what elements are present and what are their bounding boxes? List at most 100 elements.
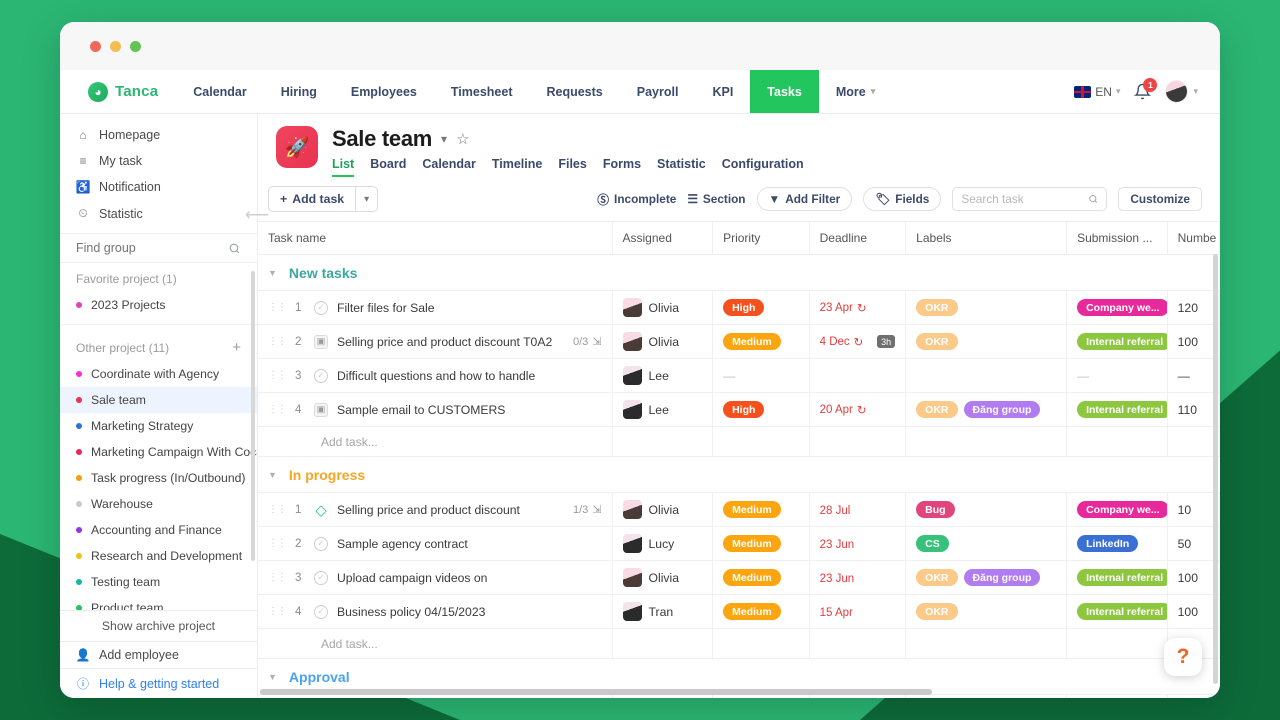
column-header-deadline[interactable]: Deadline bbox=[809, 222, 907, 255]
sidebar-project-testing-team[interactable]: Testing team bbox=[60, 569, 257, 595]
table-horizontal-scrollbar[interactable] bbox=[260, 689, 932, 695]
sidebar-project-research-and-development[interactable]: Research and Development bbox=[60, 543, 257, 569]
tab-board[interactable]: Board bbox=[370, 157, 407, 171]
tab-forms[interactable]: Forms bbox=[602, 157, 642, 171]
tab-statistic[interactable]: Statistic bbox=[657, 157, 706, 171]
nav-item-hiring[interactable]: Hiring bbox=[280, 84, 317, 99]
nav-item-requests[interactable]: Requests bbox=[546, 84, 603, 99]
add-task-dropdown-button[interactable]: ▾ bbox=[355, 186, 379, 212]
table-row[interactable]: ⋮⋮ 2 ▣ Selling price and product discoun… bbox=[258, 324, 1220, 359]
doc-icon[interactable]: ▣ bbox=[314, 334, 328, 349]
check-circle-icon[interactable]: ✓ bbox=[314, 536, 328, 551]
show-archive-project-button[interactable]: Show archive project bbox=[60, 611, 257, 642]
star-icon[interactable]: ☆ bbox=[456, 131, 470, 148]
nav-item-kpi[interactable]: KPI bbox=[712, 84, 734, 99]
table-row[interactable]: ⋮⋮ 1 ✓ Filter files for Sale Olivia High… bbox=[258, 290, 1220, 325]
find-group-input[interactable] bbox=[76, 241, 206, 255]
group-header-new-tasks[interactable]: ▼ New tasks bbox=[258, 254, 1220, 291]
sidebar-project-2023-projects[interactable]: 2023 Projects bbox=[60, 292, 257, 318]
drag-handle-icon[interactable]: ⋮⋮ bbox=[268, 404, 287, 415]
window-close-dot[interactable] bbox=[90, 40, 101, 52]
nav-item-payroll[interactable]: Payroll bbox=[636, 84, 679, 99]
drag-handle-icon[interactable]: ⋮⋮ bbox=[268, 572, 287, 583]
add-filter-button[interactable]: ▼ Add Filter bbox=[756, 187, 853, 211]
sidebar-project-coordinate-with-agency[interactable]: Coordinate with Agency bbox=[60, 361, 257, 387]
tab-calendar[interactable]: Calendar bbox=[422, 157, 476, 171]
sidebar-project-warehouse[interactable]: Warehouse bbox=[60, 491, 257, 517]
table-row[interactable]: ⋮⋮ 4 ▣ Sample email to CUSTOMERS Lee Hig… bbox=[258, 392, 1220, 427]
nav-item-calendar[interactable]: Calendar bbox=[193, 84, 247, 99]
table-row[interactable]: ⋮⋮ 3 ✓ Difficult questions and how to ha… bbox=[258, 358, 1220, 393]
sidebar-scrollbar[interactable] bbox=[251, 271, 255, 561]
drag-handle-icon[interactable]: ⋮⋮ bbox=[268, 538, 287, 549]
add-task-inline-row[interactable]: Add task... bbox=[258, 426, 1220, 457]
add-task-placeholder[interactable]: Add task... bbox=[258, 628, 613, 659]
chevron-down-icon[interactable]: ▼ bbox=[268, 268, 277, 278]
sidebar-project-task-progress[interactable]: Task progress (In/Outbound) bbox=[60, 465, 257, 491]
tab-list[interactable]: List bbox=[332, 157, 355, 177]
drag-handle-icon[interactable]: ⋮⋮ bbox=[268, 336, 287, 347]
add-employee-button[interactable]: 👤 Add employee bbox=[60, 642, 257, 668]
column-header-labels[interactable]: Labels bbox=[905, 222, 1068, 255]
check-circle-icon[interactable]: ✓ bbox=[314, 570, 328, 585]
help-floating-button[interactable]: ? bbox=[1164, 638, 1202, 676]
chevron-down-icon[interactable]: ▼ bbox=[268, 470, 277, 480]
tab-configuration[interactable]: Configuration bbox=[721, 157, 804, 171]
nav-item-more[interactable]: More ▾ bbox=[819, 70, 892, 113]
language-selector[interactable]: EN ▾ bbox=[1074, 85, 1120, 99]
sidebar-project-marketing-strategy[interactable]: Marketing Strategy bbox=[60, 413, 257, 439]
check-circle-icon[interactable]: ✓ bbox=[314, 368, 328, 383]
table-row[interactable]: ⋮⋮ 1 ◇ Selling price and product discoun… bbox=[258, 492, 1220, 527]
chevron-down-icon[interactable]: ▼ bbox=[268, 672, 277, 682]
window-maximize-dot[interactable] bbox=[130, 40, 141, 52]
group-header-approval[interactable]: ▼ Approval bbox=[258, 658, 1220, 695]
search-input[interactable] bbox=[961, 192, 1082, 206]
chevron-down-icon[interactable]: ▾ bbox=[441, 132, 448, 146]
check-circle-icon[interactable]: ✓ bbox=[314, 604, 328, 619]
drag-handle-icon[interactable]: ⋮⋮ bbox=[268, 370, 287, 381]
add-task-placeholder[interactable]: Add task... bbox=[258, 426, 613, 457]
fields-button[interactable]: 🏷 Fields bbox=[863, 187, 942, 211]
table-row[interactable]: ⋮⋮ 2 ✓ Sample agency contract Lucy Mediu… bbox=[258, 526, 1220, 561]
brand-logo-group[interactable]: ◕ Tanca bbox=[60, 70, 176, 113]
column-header-submission[interactable]: Submission ... bbox=[1066, 222, 1168, 255]
window-minimize-dot[interactable] bbox=[110, 40, 121, 52]
sidebar-project-product-team[interactable]: Product team bbox=[60, 595, 257, 610]
column-header-assigned[interactable]: Assigned bbox=[612, 222, 714, 255]
column-header-task-name[interactable]: Task name bbox=[258, 222, 613, 255]
sidebar-item-notification[interactable]: ♿ Notification bbox=[60, 174, 257, 200]
drag-handle-icon[interactable]: ⋮⋮ bbox=[268, 504, 287, 515]
diamond-icon[interactable]: ◇ bbox=[315, 501, 327, 519]
nav-item-timesheet[interactable]: Timesheet bbox=[450, 84, 513, 99]
add-task-inline-row[interactable]: Add task... bbox=[258, 628, 1220, 659]
table-row[interactable]: ⋮⋮ 1 ✓ Sales commission Olivia Medium 27… bbox=[258, 694, 1220, 698]
add-task-button[interactable]: + Add task bbox=[268, 186, 356, 212]
notification-button[interactable]: 1 bbox=[1134, 78, 1158, 100]
check-circle-icon[interactable]: ✓ bbox=[314, 300, 328, 315]
sidebar-project-accounting-and-finance[interactable]: Accounting and Finance bbox=[60, 517, 257, 543]
tab-files[interactable]: Files bbox=[558, 157, 587, 171]
table-vertical-scrollbar[interactable] bbox=[1213, 254, 1218, 684]
incomplete-filter-button[interactable]: Ⓢ Incomplete bbox=[597, 191, 676, 208]
column-header-priority[interactable]: Priority bbox=[712, 222, 810, 255]
help-getting-started-button[interactable]: ⓘ Help & getting started bbox=[60, 668, 257, 698]
table-row[interactable]: ⋮⋮ 4 ✓ Business policy 04/15/2023 Tran M… bbox=[258, 594, 1220, 629]
tab-timeline[interactable]: Timeline bbox=[491, 157, 543, 171]
drag-handle-icon[interactable]: ⋮⋮ bbox=[268, 302, 287, 313]
sidebar-project-marketing-campaign-cocacola[interactable]: Marketing Campaign With CocaCola bbox=[60, 439, 257, 465]
user-menu[interactable]: ▾ bbox=[1165, 80, 1198, 103]
add-project-button[interactable]: + bbox=[232, 339, 241, 356]
column-header-number[interactable]: Numbe bbox=[1167, 222, 1220, 255]
sidebar-project-sale-team[interactable]: Sale team bbox=[60, 387, 257, 413]
doc-icon[interactable]: ▣ bbox=[314, 402, 328, 417]
table-row[interactable]: ⋮⋮ 3 ✓ Upload campaign videos on Olivia … bbox=[258, 560, 1220, 595]
group-header-in-progress[interactable]: ▼ In progress bbox=[258, 456, 1220, 493]
sidebar-collapse-arrow-icon[interactable]: ⟵ bbox=[244, 205, 270, 224]
nav-item-employees[interactable]: Employees bbox=[350, 84, 417, 99]
customize-button[interactable]: Customize bbox=[1118, 187, 1202, 211]
sidebar-item-my-task[interactable]: ≡ My task bbox=[60, 148, 257, 174]
sidebar-item-homepage[interactable]: ⌂ Homepage bbox=[60, 122, 257, 148]
drag-handle-icon[interactable]: ⋮⋮ bbox=[268, 606, 287, 617]
sidebar-item-statistic[interactable]: ⏲ Statistic bbox=[60, 200, 257, 227]
nav-item-tasks[interactable]: Tasks bbox=[750, 70, 819, 113]
